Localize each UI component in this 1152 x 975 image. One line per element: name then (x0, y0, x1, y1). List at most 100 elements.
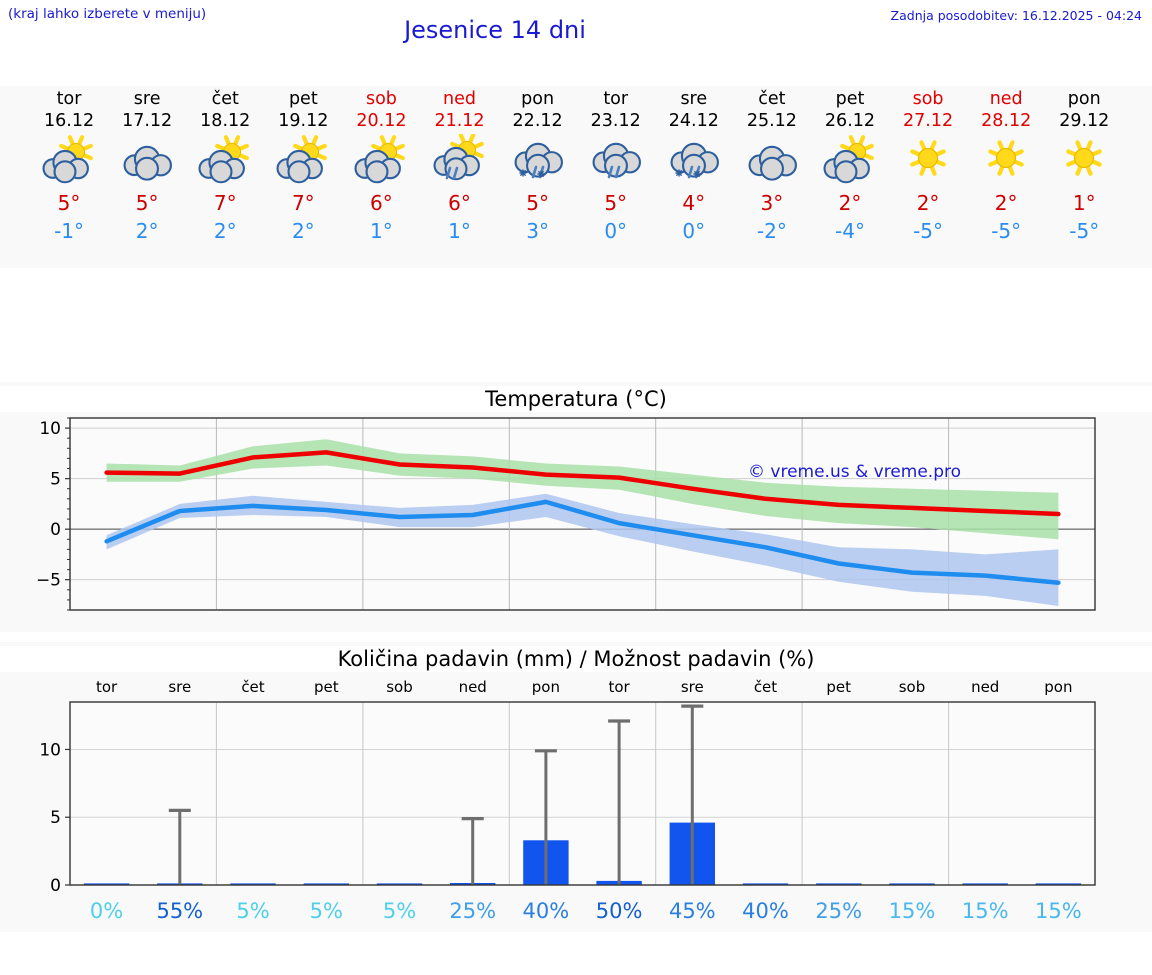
svg-text:sob: sob (899, 678, 926, 696)
sunny-icon (977, 134, 1035, 186)
day-column[interactable]: čet 25.12 3° -2° (733, 86, 811, 268)
cloudy-icon (118, 134, 176, 186)
day-of-week-label: tor (56, 89, 82, 109)
precipitation-chart-panel: Količina padavin (mm) / Možnost padavin … (0, 642, 1152, 932)
day-of-week-label: ned (989, 89, 1023, 109)
svg-text:5%: 5% (383, 899, 416, 923)
max-temperature-value: 2° (838, 191, 862, 215)
svg-text:ned: ned (971, 678, 999, 696)
day-of-week-label: ned (443, 89, 476, 109)
partly-cloudy-icon (352, 134, 410, 186)
day-date-label: 28.12 (981, 111, 1032, 131)
page-header: (kraj lahko izberete v meniju) Jesenice … (0, 0, 1152, 46)
partly-cloudy-icon (40, 134, 98, 186)
min-temperature-value: -5° (1069, 219, 1100, 243)
day-date-label: 29.12 (1059, 111, 1110, 131)
day-column[interactable]: sob 20.12 6° 1° (342, 86, 420, 268)
svg-text:40%: 40% (742, 899, 789, 923)
min-temperature-value: 1° (448, 219, 471, 243)
svg-text:45%: 45% (669, 899, 716, 923)
svg-text:0%: 0% (90, 899, 123, 923)
svg-text:pet: pet (826, 678, 851, 696)
page-title: Jesenice 14 dni (404, 16, 586, 44)
svg-text:ned: ned (459, 678, 487, 696)
cloudy-icon (743, 134, 801, 186)
svg-text:40%: 40% (523, 899, 570, 923)
day-column[interactable]: pon 29.12 1° -5° (1045, 86, 1123, 268)
max-temperature-value: 1° (1072, 191, 1096, 215)
svg-text:50%: 50% (596, 899, 643, 923)
max-temperature-value: 2° (916, 191, 940, 215)
svg-text:5: 5 (50, 470, 61, 490)
day-date-label: 19.12 (278, 111, 329, 131)
day-of-week-label: sob (365, 89, 397, 109)
last-updated-text: Zadnja posodobitev: 16.12.2025 - 04:24 (890, 8, 1142, 23)
min-temperature-value: 0° (682, 219, 706, 243)
svg-text:10: 10 (39, 419, 61, 439)
day-column[interactable]: pon 22.12 5° 3° (499, 86, 577, 268)
day-of-week-label: pet (288, 89, 318, 109)
sunny-icon (899, 134, 957, 186)
day-column[interactable]: pet 19.12 7° 2° (264, 86, 342, 268)
min-temperature-value: -5° (991, 219, 1022, 243)
day-column[interactable]: ned 21.12 6° 1° (420, 86, 498, 268)
day-column[interactable]: čet 18.12 7° 2° (186, 86, 264, 268)
day-of-week-label: tor (603, 89, 629, 109)
svg-text:5%: 5% (236, 899, 269, 923)
svg-text:čet: čet (754, 678, 777, 696)
day-date-label: 16.12 (43, 111, 95, 131)
max-temperature-value: 5° (604, 191, 628, 215)
svg-text:5: 5 (50, 808, 61, 828)
svg-text:10: 10 (39, 740, 61, 760)
partly-cloudy-icon (821, 134, 879, 186)
day-column[interactable]: sre 24.12 4° 0° (655, 86, 733, 268)
day-of-week-label: čet (211, 89, 239, 109)
svg-text:sre: sre (168, 678, 191, 696)
svg-text:−5: −5 (36, 571, 61, 591)
day-of-week-label: čet (758, 89, 786, 109)
day-column[interactable]: tor 23.12 5° 0° (577, 86, 655, 268)
svg-text:tor: tor (608, 678, 630, 696)
day-date-label: 22.12 (512, 111, 563, 131)
svg-text:© vreme.us & vreme.pro: © vreme.us & vreme.pro (748, 462, 961, 482)
precipitation-chart-plot: tor sre čet pet sob ned pon tor sre čet pet sob ned p… (0, 642, 1152, 936)
svg-text:5%: 5% (310, 899, 343, 923)
day-of-week-label: pon (521, 89, 555, 109)
max-temperature-value: 6° (370, 191, 393, 215)
menu-hint-text: (kraj lahko izberete v meniju) (8, 6, 207, 22)
day-column[interactable]: sre 17.12 5° 2° (108, 86, 186, 268)
max-temperature-value: 2° (994, 191, 1018, 215)
partly-cloudy-icon (196, 134, 254, 186)
svg-text:čet: čet (241, 678, 264, 696)
max-temperature-value: 5° (57, 191, 81, 215)
svg-text:tor: tor (96, 678, 118, 696)
max-temperature-value: 7° (291, 191, 315, 215)
day-column[interactable]: ned 28.12 2° -5° (967, 86, 1045, 268)
cloudy-rain-icon (587, 134, 645, 186)
svg-text:0: 0 (50, 876, 61, 896)
day-date-label: 24.12 (668, 111, 719, 131)
min-temperature-value: -1° (54, 219, 85, 243)
sunny-icon (1055, 134, 1113, 186)
partly-cloudy-icon (274, 134, 332, 186)
min-temperature-value: 0° (604, 219, 628, 243)
day-date-label: 27.12 (903, 111, 954, 131)
day-column[interactable]: pet 26.12 2° -4° (811, 86, 889, 268)
partly-cloudy-rain-icon (431, 134, 489, 186)
min-temperature-value: -4° (835, 219, 865, 243)
svg-text:sob: sob (386, 678, 413, 696)
day-of-week-label: sob (912, 89, 944, 109)
max-temperature-value: 4° (682, 191, 706, 215)
min-temperature-value: -5° (913, 219, 944, 243)
precipitation-chart-title: Količina padavin (mm) / Možnost padavin … (0, 646, 1152, 672)
min-temperature-value: 2° (135, 219, 159, 243)
temperature-chart-panel: Temperatura (°C) 10 5 0 −5 © vreme.us & vrem… (0, 382, 1152, 632)
day-of-week-label: pon (1067, 89, 1101, 109)
day-column[interactable]: sob 27.12 2° -5° (889, 86, 967, 268)
day-column[interactable]: tor 16.12 5° -1° (30, 86, 108, 268)
day-of-week-label: pet (835, 89, 865, 109)
cloudy-sleet-icon (665, 134, 723, 186)
svg-text:pet: pet (314, 678, 339, 696)
svg-text:pon: pon (1044, 678, 1072, 696)
